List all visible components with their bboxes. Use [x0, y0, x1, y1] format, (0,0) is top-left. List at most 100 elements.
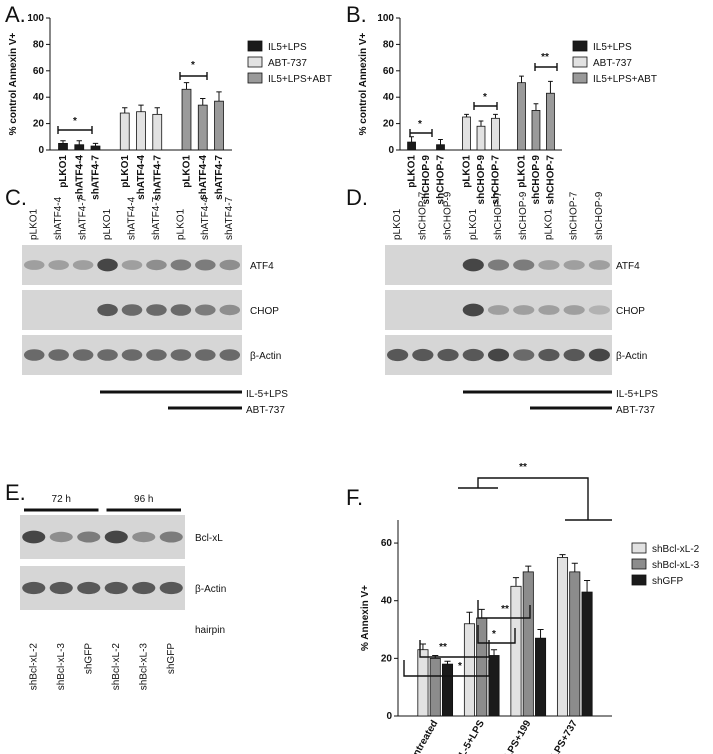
x-tick-label: shCHOP-7: [436, 155, 447, 205]
error-bar: [216, 91, 222, 102]
treatment-label: ABT-737: [246, 405, 285, 416]
error-bar: [464, 113, 469, 117]
x-tick-label: Untreated: [408, 719, 441, 754]
panel-label: E.: [5, 480, 26, 505]
significance-mark: *: [73, 116, 77, 127]
bar: [74, 144, 85, 151]
bar: [436, 144, 445, 151]
blot-band: [170, 304, 192, 316]
x-tick-label: pLKO1: [462, 155, 473, 188]
x-tick-label: shATF4-7: [152, 155, 163, 200]
lane-label: shGFP: [166, 643, 177, 674]
legend-swatch: [247, 56, 263, 68]
lane-label: shCHOP-7: [493, 191, 504, 240]
blot-band: [104, 581, 128, 595]
y-tick-label: 60: [381, 538, 393, 549]
x-tick-label: shATF4-7: [214, 155, 225, 200]
x-tick-label: shATF4-7: [91, 155, 102, 200]
blot-band: [97, 349, 118, 361]
blot-band: [195, 349, 216, 361]
blot-band: [513, 259, 535, 271]
y-tick-label: 20: [33, 119, 45, 130]
error-bar: [525, 565, 532, 572]
lane-caption: hairpin: [195, 625, 225, 636]
blot-band: [513, 349, 535, 361]
error-bar: [537, 629, 544, 639]
blot-band: [538, 260, 560, 270]
blot-band: [121, 260, 143, 270]
error-bar: [200, 98, 206, 106]
panel-label: C.: [5, 185, 27, 210]
x-tick-label: shCHOP-7: [545, 155, 556, 205]
blot-band: [72, 260, 94, 270]
blot-band: [49, 531, 73, 543]
blot-band: [97, 303, 118, 317]
lane-label: shATF4-4: [126, 196, 137, 240]
blot-band: [195, 304, 216, 316]
y-tick-label: 20: [383, 119, 395, 130]
y-tick-label: 60: [383, 66, 395, 77]
y-tick-label: 20: [381, 653, 393, 664]
row-label: ATF4: [616, 261, 640, 272]
y-tick-label: 0: [38, 145, 44, 156]
bar: [535, 637, 547, 717]
bar: [569, 571, 581, 717]
x-tick-label: pLKO1: [182, 155, 193, 188]
error-bar: [466, 611, 473, 624]
blot-band: [538, 348, 560, 362]
x-tick-label: shCHOP-7: [490, 155, 501, 205]
bar: [531, 110, 541, 151]
error-bar: [154, 107, 160, 115]
panel-label: B.: [346, 2, 367, 27]
y-axis-label: % Annexin V+: [360, 585, 371, 651]
blot-band: [22, 530, 46, 544]
lane-label: shCHOP-9: [594, 191, 605, 240]
blot-band: [487, 348, 510, 362]
lane-label: pLKO1: [175, 208, 186, 240]
y-tick-label: 0: [386, 711, 392, 722]
error-bar: [571, 562, 578, 572]
lane-label: shATF4-7: [78, 196, 89, 240]
significance-mark: *: [458, 661, 462, 672]
bar: [181, 88, 192, 151]
blot-band: [219, 304, 241, 316]
y-tick-label: 80: [33, 39, 45, 50]
blot-band: [132, 531, 156, 543]
error-bar: [183, 82, 190, 90]
error-bar: [409, 136, 414, 143]
error-bar: [138, 104, 144, 112]
blot-band: [104, 530, 128, 544]
x-tick-label: shATF4-4: [136, 155, 147, 200]
lane-label: shATF4-4: [53, 196, 64, 240]
error-bar: [533, 103, 539, 111]
blot-band: [146, 304, 167, 316]
blot-band: [588, 305, 610, 315]
row-label: CHOP: [616, 306, 645, 317]
error-bar: [478, 608, 485, 618]
lane-label: shBcl-xL-2: [111, 643, 122, 691]
significance-bracket: [477, 600, 531, 619]
blot-band: [97, 258, 118, 272]
legend-label: IL5+LPS+ABT: [268, 74, 332, 85]
time-label: 72 h: [52, 494, 71, 505]
treatment-label: ABT-737: [616, 405, 655, 416]
blot-band: [462, 303, 484, 317]
bar: [441, 663, 454, 717]
y-tick-label: 100: [27, 13, 44, 24]
lane-label: shBcl-xL-3: [139, 643, 150, 691]
blot-band: [49, 581, 73, 595]
blot-band: [170, 259, 192, 271]
lane-label: pLKO1: [468, 208, 479, 240]
panel-label: D.: [346, 185, 368, 210]
legend-label: IL5+LPS: [268, 42, 307, 53]
significance-mark: **: [519, 462, 527, 473]
row-label: CHOP: [250, 306, 279, 317]
legend-label: ABT-737: [593, 58, 632, 69]
x-tick-label: shCHOP-9: [476, 155, 487, 205]
bar: [517, 82, 526, 151]
blot-band: [462, 348, 484, 362]
error-bar: [548, 80, 553, 94]
row-label: β-Actin: [250, 351, 281, 362]
bar: [197, 104, 208, 151]
blot-band: [170, 349, 192, 361]
